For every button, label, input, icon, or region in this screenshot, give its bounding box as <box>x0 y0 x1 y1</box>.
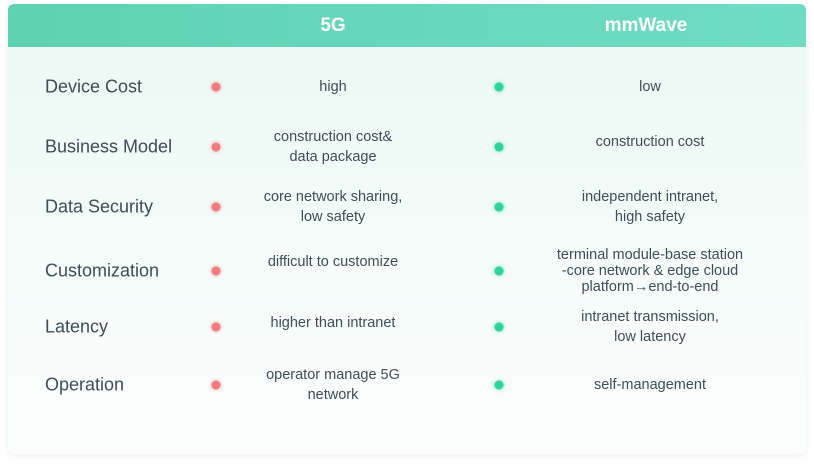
green-dot-icon <box>494 202 504 212</box>
row-label: Device Cost <box>45 76 143 97</box>
cell-text: low latency <box>614 329 686 345</box>
cell-text: network <box>307 387 359 403</box>
header-mmwave: mmWave <box>604 15 688 36</box>
green-dot-icon <box>494 142 504 152</box>
cell-mmwave: terminal module-base station -core netwo… <box>530 247 770 295</box>
cell-text: core network sharing, <box>263 189 403 205</box>
red-dot-icon <box>211 266 221 276</box>
table-header: 5G mmWave <box>8 4 806 47</box>
green-dot-icon <box>494 322 504 332</box>
cell-text: data package <box>289 149 377 165</box>
cell-text: operator manage 5G <box>266 367 400 383</box>
row-device-cost: Device Cost high low <box>0 66 814 108</box>
row-latency: Latency higher than intranet intranet tr… <box>0 307 814 347</box>
cell-text: low safety <box>300 209 366 225</box>
cell-text: high <box>319 79 347 95</box>
cell-text: high safety <box>614 209 686 225</box>
red-dot-icon <box>211 322 221 332</box>
cell-text: higher than intranet <box>270 315 396 331</box>
cell-text: -core network & edge cloud <box>561 263 739 279</box>
red-dot-icon <box>211 202 221 212</box>
cell-mmwave: construction cost <box>530 132 770 152</box>
cell-mmwave: intranet transmission, low latency <box>530 307 770 347</box>
row-label: Customization <box>45 260 160 281</box>
row-label: Data Security <box>45 196 154 217</box>
red-dot-icon <box>211 380 221 390</box>
header-5g: 5G <box>320 15 346 36</box>
cell-text: difficult to customize <box>267 254 399 270</box>
comparison-card <box>8 4 806 454</box>
row-business-model: Business Model construction cost& data p… <box>0 127 814 167</box>
cell-text: construction cost& <box>273 129 393 145</box>
row-label: Latency <box>45 316 109 337</box>
cell-5g: construction cost& data package <box>233 127 433 167</box>
green-dot-icon <box>494 82 504 92</box>
cell-5g: high <box>233 77 433 97</box>
row-operation: Operation operator manage 5G network sel… <box>0 365 814 405</box>
green-dot-icon <box>494 266 504 276</box>
cell-text: intranet transmission, <box>581 309 719 325</box>
row-label: Business Model <box>45 136 173 157</box>
cell-mmwave: independent intranet, high safety <box>530 187 770 227</box>
cell-text: construction cost <box>595 134 705 150</box>
cell-mmwave: self-management <box>530 375 770 395</box>
red-dot-icon <box>211 142 221 152</box>
cell-text: platform→end-to-end <box>581 279 719 295</box>
cell-text: low <box>639 79 661 95</box>
red-dot-icon <box>211 82 221 92</box>
cell-text: self-management <box>593 377 707 393</box>
row-label: Operation <box>45 374 125 395</box>
row-data-security: Data Security core network sharing, low … <box>0 187 814 227</box>
cell-text: independent intranet, <box>581 189 719 205</box>
green-dot-icon <box>494 380 504 390</box>
cell-5g: higher than intranet <box>233 313 433 333</box>
cell-5g: core network sharing, low safety <box>233 187 433 227</box>
cell-mmwave: low <box>530 77 770 97</box>
cell-text: terminal module-base station <box>556 247 744 263</box>
cell-5g: difficult to customize <box>233 252 433 272</box>
cell-5g: operator manage 5G network <box>233 365 433 405</box>
row-customization: Customization difficult to customize ter… <box>0 246 814 296</box>
